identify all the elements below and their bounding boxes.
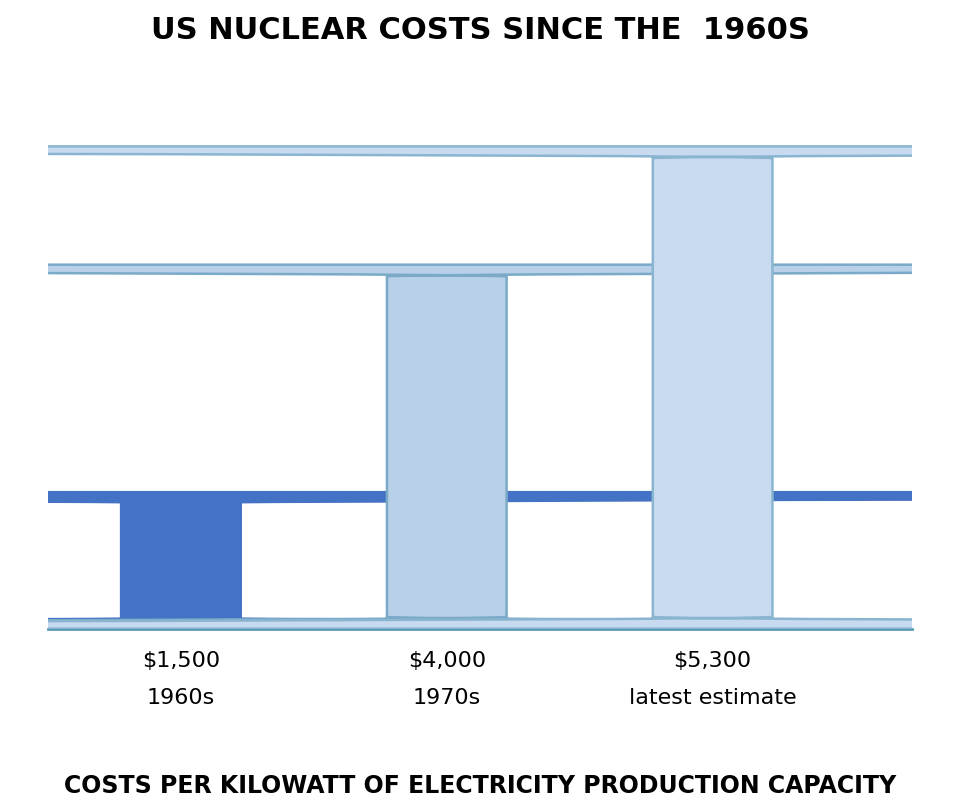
FancyBboxPatch shape (0, 264, 960, 629)
Text: COSTS PER KILOWATT OF ELECTRICITY PRODUCTION CAPACITY: COSTS PER KILOWATT OF ELECTRICITY PRODUC… (64, 774, 896, 798)
Text: 1970s: 1970s (413, 688, 481, 708)
Text: $5,300: $5,300 (674, 651, 752, 671)
FancyBboxPatch shape (0, 492, 960, 629)
Title: US NUCLEAR COSTS SINCE THE  1960S: US NUCLEAR COSTS SINCE THE 1960S (151, 16, 809, 45)
Text: 1960s: 1960s (147, 688, 215, 708)
Text: $1,500: $1,500 (142, 651, 220, 671)
FancyBboxPatch shape (0, 147, 960, 629)
Text: $4,000: $4,000 (408, 651, 486, 671)
Text: latest estimate: latest estimate (629, 688, 797, 708)
